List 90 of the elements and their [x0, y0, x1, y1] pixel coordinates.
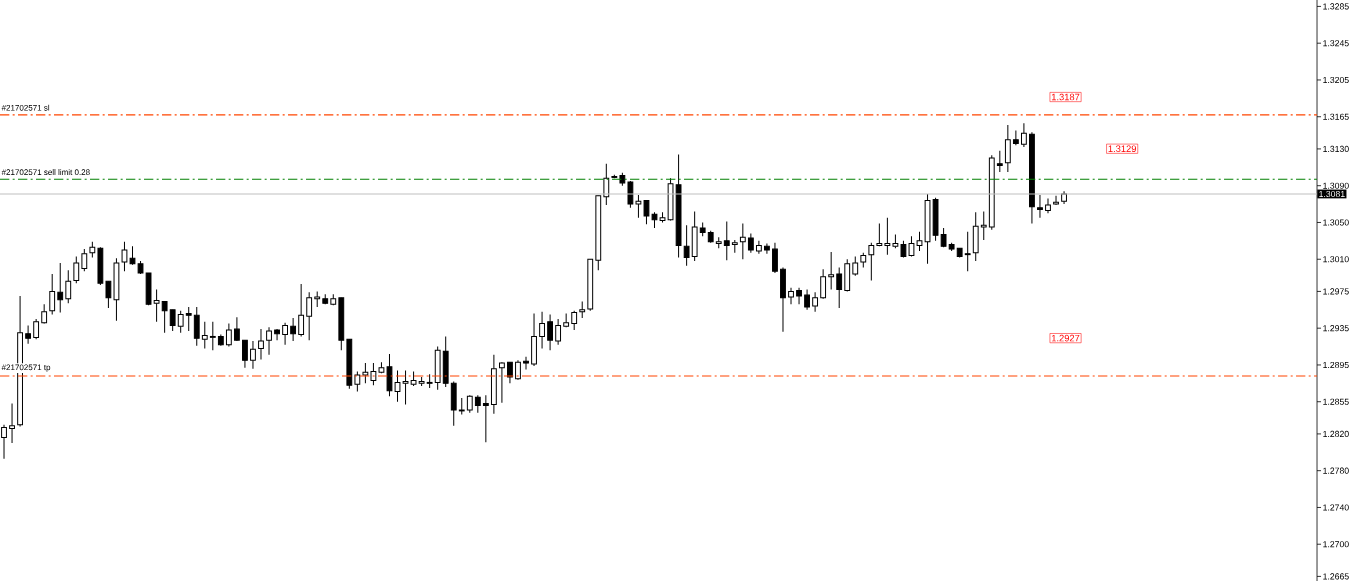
- y-tick-label: 1.3010: [1323, 256, 1349, 263]
- candlestick: [868, 242, 875, 281]
- candlestick: [169, 309, 176, 332]
- y-tick-label: 1.3090: [1323, 182, 1349, 189]
- candlestick: [1037, 194, 1043, 219]
- candlestick: [65, 269, 72, 304]
- annotation: 1.3129: [1108, 145, 1136, 153]
- candlestick: [9, 403, 15, 444]
- candlestick: [266, 326, 272, 356]
- candlestick: [57, 262, 64, 314]
- candlestick: [201, 321, 208, 349]
- candlestick: [282, 322, 288, 346]
- ref-line-label: 1.3081: [1319, 190, 1345, 198]
- candlestick: [884, 217, 891, 256]
- candlestick: [836, 267, 843, 309]
- candlestick: [796, 287, 802, 305]
- candlestick: [25, 324, 32, 345]
- annotation: 1.3187: [1051, 93, 1080, 101]
- candlestick: [1020, 122, 1027, 148]
- ref-line-label: #21702571 sl: [1, 104, 50, 111]
- candlestick: [1, 424, 7, 460]
- candlestick: [996, 150, 1003, 173]
- y-tick-label: 1.3050: [1323, 219, 1349, 226]
- candlestick: [523, 356, 529, 371]
- candlestick: [177, 310, 184, 334]
- y-tick-label: 1.3205: [1323, 76, 1349, 84]
- candlestick: [764, 243, 770, 255]
- candlestick: [980, 210, 987, 241]
- candlestick: [820, 268, 827, 300]
- y-tick-label: 1.3245: [1323, 40, 1349, 47]
- candlestick: [964, 231, 971, 272]
- candlestick: [482, 394, 489, 443]
- candlestick: [242, 339, 248, 369]
- candlestick: [755, 240, 762, 255]
- candlestick: [225, 323, 232, 348]
- candlestick: [828, 251, 835, 291]
- y-tick-label: 1.2700: [1323, 541, 1349, 548]
- candlestick: [804, 289, 810, 311]
- candlestick: [274, 328, 280, 341]
- candlestick: [571, 310, 578, 331]
- y-tick-label: 1.2855: [1323, 398, 1349, 405]
- candlestick: [1045, 198, 1051, 214]
- candlestick: [250, 340, 256, 370]
- y-tick-label: 1.2820: [1323, 430, 1349, 437]
- candlestick: [852, 255, 859, 277]
- candlestick: [1004, 124, 1011, 173]
- annotation: 1.2927: [1051, 334, 1080, 342]
- candlestick: [298, 283, 305, 337]
- candlestick: [33, 318, 40, 340]
- candlestick: [354, 370, 361, 393]
- candlestick: [555, 318, 562, 346]
- candlestick: [161, 301, 168, 334]
- y-tick-label: 1.2935: [1323, 325, 1349, 332]
- candlestick: [788, 287, 794, 305]
- candlestick: [1053, 195, 1059, 206]
- candlestick: [723, 221, 730, 261]
- candlestick: [362, 362, 369, 384]
- candlestick: [747, 232, 754, 254]
- y-tick-label: 1.2740: [1323, 504, 1349, 511]
- candlestick: [185, 306, 192, 332]
- candlestick: [258, 328, 264, 360]
- candlestick: [49, 273, 56, 315]
- candlestick: [539, 311, 545, 349]
- candlestick: [739, 222, 746, 260]
- candlestick: [306, 291, 313, 341]
- candlestick: [105, 280, 112, 309]
- candlestick: [635, 194, 642, 219]
- y-tick-label: 1.3130: [1323, 145, 1349, 152]
- y-tick-label: 1.2780: [1323, 467, 1349, 474]
- candlestick: [209, 321, 216, 351]
- candlestick: [41, 303, 48, 325]
- candlestick: [153, 289, 160, 323]
- candlestick: [81, 248, 88, 272]
- y-tick-label: 1.2975: [1323, 288, 1349, 295]
- candlestick: [547, 313, 553, 351]
- candlestick: [772, 242, 778, 274]
- candlestick: [507, 361, 513, 384]
- candlestick: [683, 224, 690, 267]
- ref-line-label: #21702571 sell limit 0.28: [1, 169, 90, 175]
- y-tick-label: 1.3165: [1323, 113, 1349, 120]
- candlestick: [812, 291, 819, 313]
- y-tick-label: 1.3285: [1323, 3, 1349, 10]
- candlestick: [499, 361, 505, 404]
- candlestick: [193, 306, 200, 347]
- y-tick-label: 1.2665: [1323, 573, 1349, 580]
- y-tick-label: 1.2895: [1323, 361, 1349, 369]
- candlestick: [73, 255, 80, 284]
- candlestick: [290, 317, 297, 342]
- ref-line-label: #21702571 tp: [1, 364, 51, 372]
- candlestick: [1012, 130, 1019, 146]
